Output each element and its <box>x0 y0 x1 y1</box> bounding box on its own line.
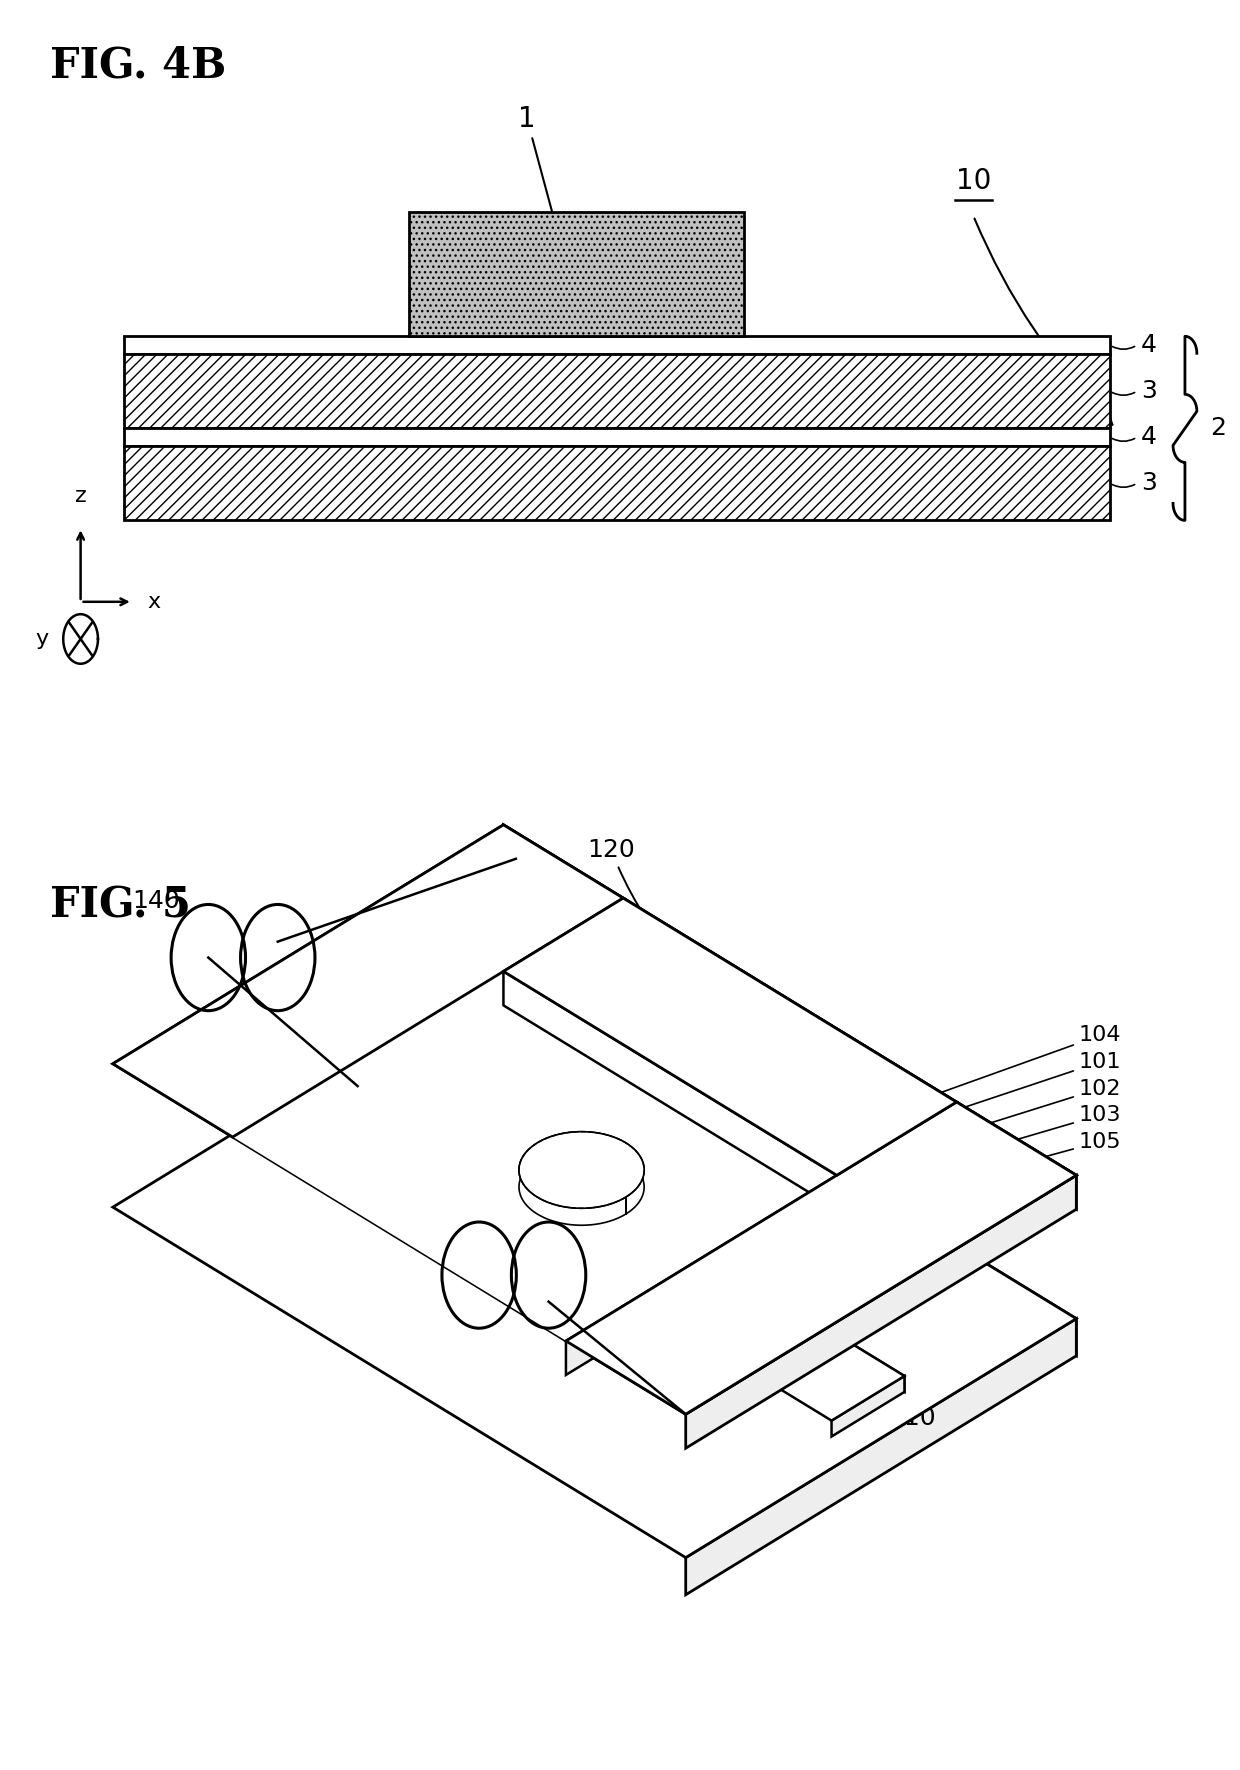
Text: z: z <box>74 487 87 506</box>
Bar <box>409 212 744 336</box>
Text: 140: 140 <box>133 889 180 913</box>
Polygon shape <box>520 1131 644 1225</box>
Bar <box>124 336 1110 354</box>
Polygon shape <box>686 1319 1076 1595</box>
Text: 102: 102 <box>629 1078 1121 1237</box>
Polygon shape <box>113 825 1076 1414</box>
Text: 150: 150 <box>490 1159 538 1182</box>
Polygon shape <box>520 1195 644 1273</box>
Text: y: y <box>35 628 48 650</box>
Text: 100: 100 <box>792 1193 920 1340</box>
Text: 4: 4 <box>1141 333 1157 358</box>
Text: 4: 4 <box>1141 425 1157 450</box>
Polygon shape <box>520 1161 644 1237</box>
Polygon shape <box>565 1175 837 1375</box>
Text: FIG. 5: FIG. 5 <box>50 885 191 927</box>
Polygon shape <box>520 1195 644 1294</box>
Text: 120: 120 <box>588 837 682 965</box>
Polygon shape <box>832 1375 904 1437</box>
Text: 101: 101 <box>629 1051 1121 1220</box>
Text: 1: 1 <box>518 104 563 253</box>
Polygon shape <box>394 1064 904 1391</box>
Polygon shape <box>743 1211 847 1287</box>
Text: 105: 105 <box>629 1131 1121 1271</box>
Polygon shape <box>565 1103 1076 1414</box>
Text: 3: 3 <box>1141 379 1157 404</box>
Polygon shape <box>660 1096 847 1223</box>
Polygon shape <box>233 972 837 1340</box>
Polygon shape <box>113 968 1076 1558</box>
Text: 103: 103 <box>629 1104 1121 1253</box>
Polygon shape <box>520 1182 644 1273</box>
Polygon shape <box>113 825 624 1136</box>
Polygon shape <box>503 897 956 1175</box>
Polygon shape <box>520 1149 644 1225</box>
Polygon shape <box>503 968 1076 1356</box>
Polygon shape <box>686 1175 1076 1448</box>
Text: x: x <box>148 591 161 612</box>
Polygon shape <box>520 1182 644 1258</box>
Text: 3: 3 <box>1141 471 1157 496</box>
Text: FIG. 4B: FIG. 4B <box>50 44 226 87</box>
Text: 104: 104 <box>629 1025 1121 1205</box>
Bar <box>124 446 1110 520</box>
Text: −: − <box>407 1253 429 1281</box>
Polygon shape <box>503 825 1076 1209</box>
Polygon shape <box>321 1064 904 1421</box>
Polygon shape <box>520 1149 644 1237</box>
Text: 110: 110 <box>817 1329 936 1430</box>
Polygon shape <box>503 972 837 1209</box>
Text: +: + <box>598 1257 619 1280</box>
Text: 130: 130 <box>667 1179 751 1287</box>
Polygon shape <box>556 1096 847 1274</box>
Text: 2: 2 <box>1210 416 1226 441</box>
Polygon shape <box>520 1161 644 1258</box>
Polygon shape <box>520 1131 644 1209</box>
Bar <box>124 354 1110 428</box>
Bar <box>124 428 1110 446</box>
Text: 10: 10 <box>956 166 991 195</box>
